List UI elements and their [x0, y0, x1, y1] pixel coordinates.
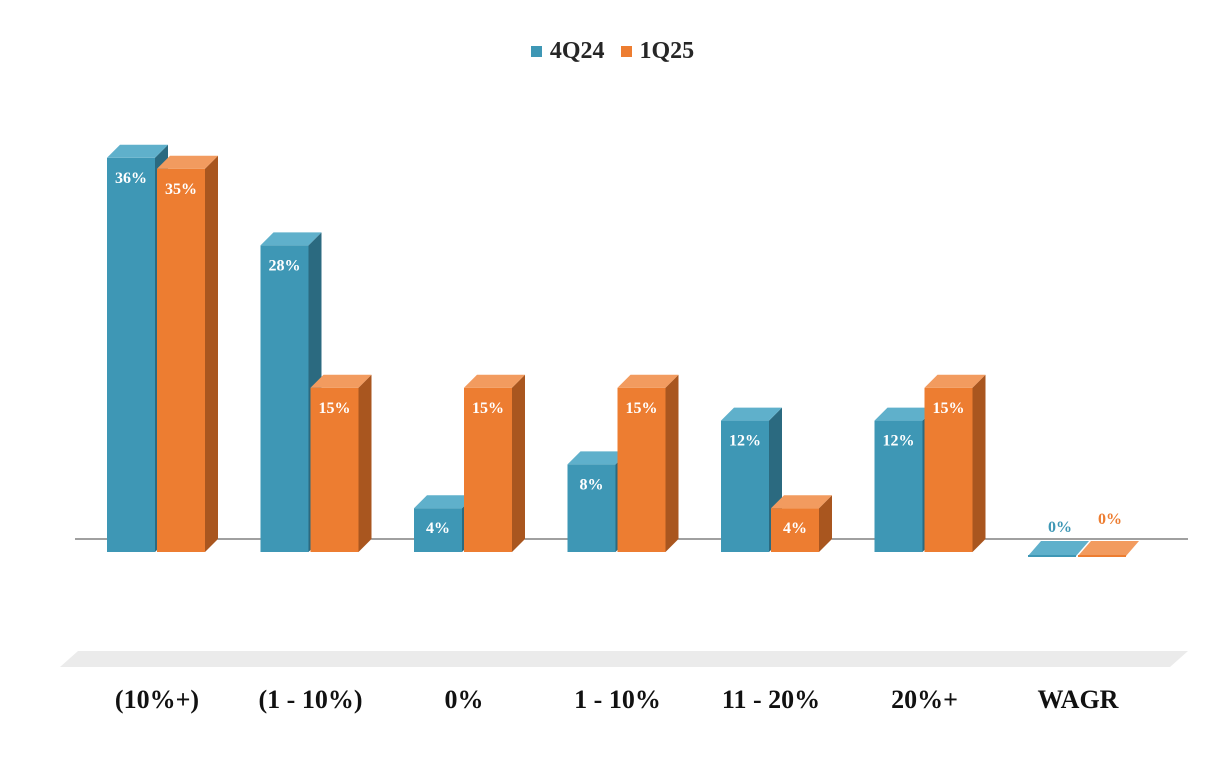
- floor-band: [60, 651, 1188, 667]
- data-label-4q24-0: 4%: [426, 520, 450, 537]
- bar-top-4q24-1-10: [567, 451, 629, 465]
- bar-top-4q24-20: [874, 407, 936, 421]
- bar-top-1q25-11-20: [771, 495, 832, 509]
- data-label-4q24-wagr: 0%: [1048, 519, 1072, 536]
- bar-1q25-20: [924, 387, 973, 552]
- bar-1q25-10: [157, 168, 205, 552]
- legend-swatch-4q24: [530, 46, 542, 57]
- data-label-4q24-10: 36%: [115, 170, 147, 187]
- data-label-4q24-11-20: 12%: [729, 433, 761, 450]
- data-label-4q24-1-10: 8%: [580, 476, 604, 493]
- bar-top-1q25-1-10: [310, 374, 372, 388]
- category-label: 1 - 10%: [574, 685, 661, 714]
- data-label-4q24-20: 12%: [883, 433, 915, 450]
- bar-4q24-20: [874, 420, 923, 552]
- bar-1q25-1-10: [617, 387, 666, 552]
- legend: 4Q24 1Q25: [0, 38, 1225, 65]
- bar-4q24-wagr: [1028, 541, 1089, 556]
- bar-top-4q24-10: [107, 144, 168, 158]
- category-label: 11 - 20%: [722, 685, 820, 714]
- data-label-1q25-20: 15%: [933, 400, 965, 417]
- bar-top-4q24-1-10: [260, 232, 322, 246]
- bar-top-1q25-0: [464, 374, 525, 388]
- legend-swatch-1q25: [620, 46, 632, 57]
- category-label: 20%+: [891, 685, 958, 714]
- bar-side-1q25-0: [512, 374, 525, 552]
- bar-side-1q25-11-20: [819, 495, 832, 552]
- bar-4q24-1-10: [260, 245, 309, 552]
- category-label: 0%: [445, 685, 484, 714]
- bar-4q24-10: [107, 157, 155, 553]
- legend-label-4q24: 4Q24: [549, 38, 605, 64]
- data-label-4q24-1-10: 28%: [269, 257, 301, 274]
- legend-label-1q25: 1Q25: [639, 38, 695, 64]
- bar-top-4q24-11-20: [721, 407, 782, 421]
- data-label-1q25-1-10: 15%: [626, 400, 658, 417]
- bar-top-1q25-10: [157, 155, 218, 169]
- bar-top-4q24-0: [414, 495, 475, 509]
- bar-1q25-1-10: [310, 387, 359, 552]
- bar-4q24-0: [414, 508, 462, 552]
- data-label-1q25-0: 15%: [472, 400, 504, 417]
- bar-4q24-11-20: [721, 420, 769, 552]
- bar-1q25-wagr: [1078, 541, 1139, 556]
- category-label: (1 - 10%): [259, 685, 363, 714]
- bar-side-1q25-20: [972, 374, 986, 552]
- legend-item-4q24: 4Q24: [530, 38, 605, 65]
- bar-side-1q25-10: [205, 155, 218, 552]
- bar-side-1q25-1-10: [665, 374, 679, 552]
- data-label-1q25-11-20: 4%: [783, 520, 807, 537]
- bar-side-1q25-1-10: [358, 374, 372, 552]
- data-label-1q25-10: 35%: [165, 181, 197, 198]
- bar-4q24-1-10: [567, 464, 616, 552]
- data-label-1q25-1-10: 15%: [319, 400, 351, 417]
- legend-item-1q25: 1Q25: [620, 38, 695, 65]
- category-label: (10%+): [115, 685, 199, 714]
- data-label-1q25-wagr: 0%: [1098, 511, 1122, 528]
- bar-top-1q25-20: [924, 374, 986, 388]
- bar-1q25-11-20: [771, 508, 819, 552]
- bar-top-1q25-1-10: [617, 374, 679, 388]
- bar-1q25-0: [464, 387, 512, 552]
- category-label: WAGR: [1038, 685, 1119, 714]
